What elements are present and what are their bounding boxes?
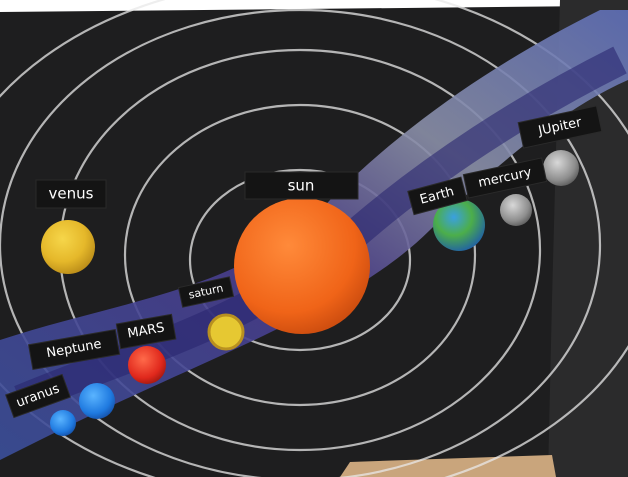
neptune (79, 383, 115, 419)
venus (41, 220, 95, 274)
saturn (209, 315, 243, 349)
label-text: sun (288, 177, 315, 195)
uranus (50, 410, 76, 436)
jupiter (543, 150, 579, 186)
label-sun: sun (245, 172, 358, 199)
mars (128, 346, 166, 384)
sun (234, 198, 370, 334)
label-text: venus (49, 185, 94, 203)
label-venus: venus (36, 180, 106, 208)
mercury (500, 194, 532, 226)
diorama: venus sun saturn Earth mercury JUpiter N… (0, 0, 628, 477)
